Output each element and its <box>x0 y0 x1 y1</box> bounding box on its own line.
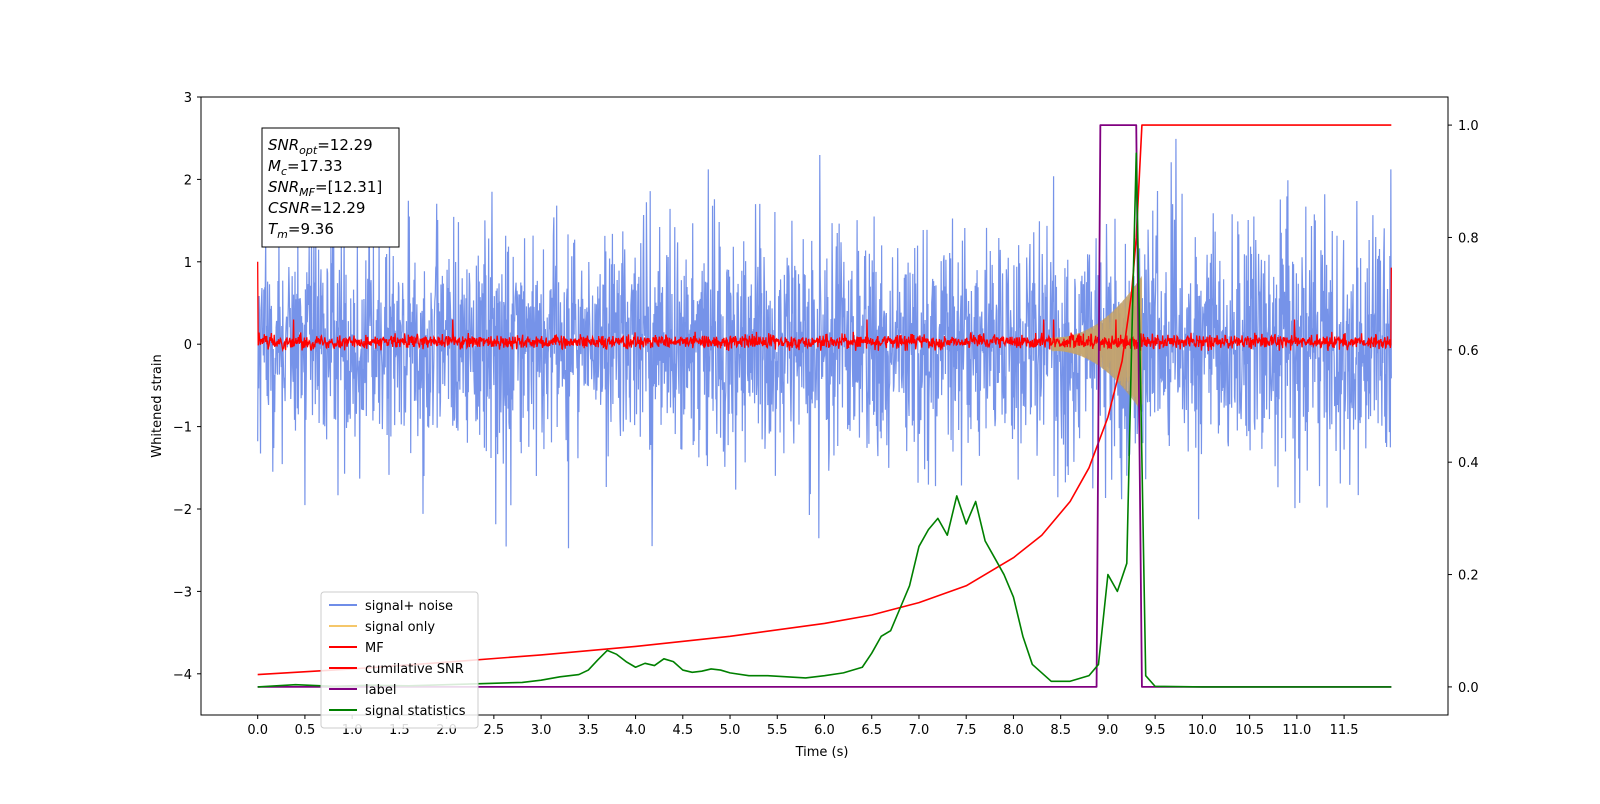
x-axis-title: Time (s) <box>795 745 849 760</box>
series-cumulative-snr <box>257 124 1392 676</box>
annotation-box: SNRopt=12.29Mc=17.33SNRMF=[12.31]CSNR=12… <box>261 127 400 248</box>
x-tick-label: 10.0 <box>1188 723 1217 738</box>
legend-item-label: MF <box>365 641 384 656</box>
x-tick-label: 11.0 <box>1282 723 1311 738</box>
x-tick-label: 2.5 <box>484 723 505 738</box>
legend-item-label: signal+ noise <box>365 599 453 614</box>
y-tick-label: −3 <box>173 585 192 600</box>
y-axis-title: Whitened strain <box>150 354 165 457</box>
legend-frame <box>320 591 479 729</box>
y-tick-label: 3 <box>184 91 192 106</box>
y2-tick-label: 0.4 <box>1458 456 1479 471</box>
y2-tick-label: 0.8 <box>1458 231 1479 246</box>
annotation-frame <box>261 127 400 248</box>
legend-item-label: cumilative SNR <box>365 662 464 677</box>
x-tick-label: 4.5 <box>672 723 693 738</box>
annotation-line: SNRMF=[12.31] <box>268 178 382 199</box>
annotation-line: CSNR=12.29 <box>268 199 365 217</box>
y-tick-label: 0 <box>184 338 192 353</box>
x-tick-label: 6.5 <box>861 723 882 738</box>
y-tick-label: 2 <box>184 173 192 188</box>
y-tick-label: −1 <box>173 421 192 436</box>
x-tick-label: 7.5 <box>956 723 977 738</box>
y2-tick-label: 0.0 <box>1458 681 1479 696</box>
y-tick-label: −2 <box>173 503 192 518</box>
x-tick-label: 6.0 <box>814 723 835 738</box>
annotation-line: Mc=17.33 <box>268 157 343 178</box>
x-tick-label: 9.5 <box>1145 723 1166 738</box>
series-signal-statistics <box>257 152 1392 688</box>
x-tick-label: 7.0 <box>909 723 930 738</box>
plot-area <box>257 124 1392 688</box>
x-tick-label: 10.5 <box>1235 723 1264 738</box>
annotation-line: Tm=9.36 <box>268 220 334 241</box>
x-tick-label: 0.0 <box>247 723 268 738</box>
y2-tick-label: 0.2 <box>1458 569 1479 584</box>
y2-tick-label: 0.6 <box>1458 344 1479 359</box>
y-tick-label: 1 <box>184 256 192 271</box>
x-tick-label: 0.5 <box>295 723 316 738</box>
y2-tick-label: 1.0 <box>1458 119 1479 134</box>
legend-item-label: label <box>365 683 396 698</box>
x-tick-label: 3.5 <box>578 723 599 738</box>
x-tick-label: 5.0 <box>720 723 741 738</box>
legend-item-label: signal only <box>365 620 435 635</box>
series-signal-only-envelope <box>1051 275 1142 413</box>
legend-item-label: signal statistics <box>365 704 466 719</box>
x-tick-label: 5.5 <box>767 723 788 738</box>
x-tick-label: 11.5 <box>1330 723 1359 738</box>
x-tick-label: 4.0 <box>625 723 646 738</box>
x-tick-label: 3.0 <box>531 723 552 738</box>
x-tick-label: 8.5 <box>1050 723 1071 738</box>
y-tick-label: −4 <box>173 668 192 683</box>
legend: signal+ noise signal only MF cumilative SNR… <box>320 591 479 729</box>
x-tick-label: 9.0 <box>1098 723 1119 738</box>
series-mf <box>257 261 1392 353</box>
series-signal-noise <box>257 138 1392 549</box>
annotation-line: SNRopt=12.29 <box>268 136 373 157</box>
axes-ticks: 0.0 0.5 1.0 1.5 2.0 2.5 3.0 3.5 4.0 4.5 5.0 5.5 6.0 6… <box>173 91 1479 738</box>
x-tick-label: 8.0 <box>1003 723 1024 738</box>
